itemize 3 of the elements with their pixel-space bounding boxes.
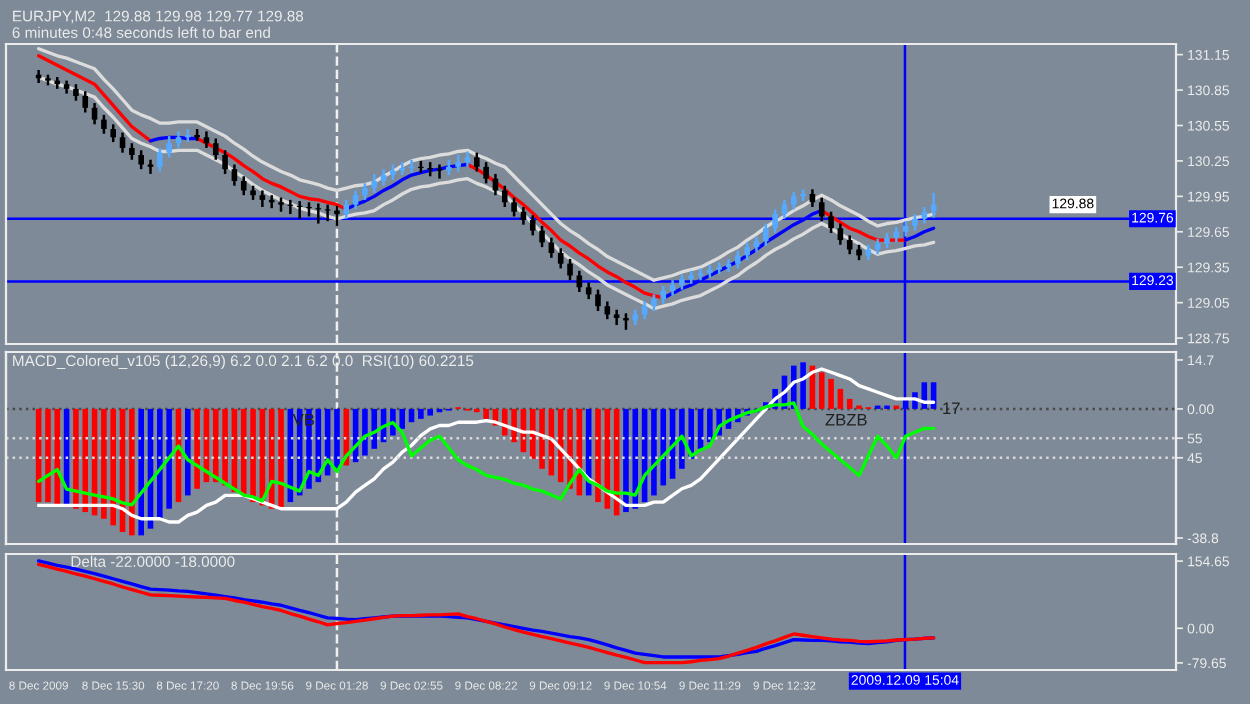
- text: 17: [943, 402, 960, 414]
- annotation: VB: [292, 413, 314, 426]
- annotation: ZBZB: [825, 413, 867, 426]
